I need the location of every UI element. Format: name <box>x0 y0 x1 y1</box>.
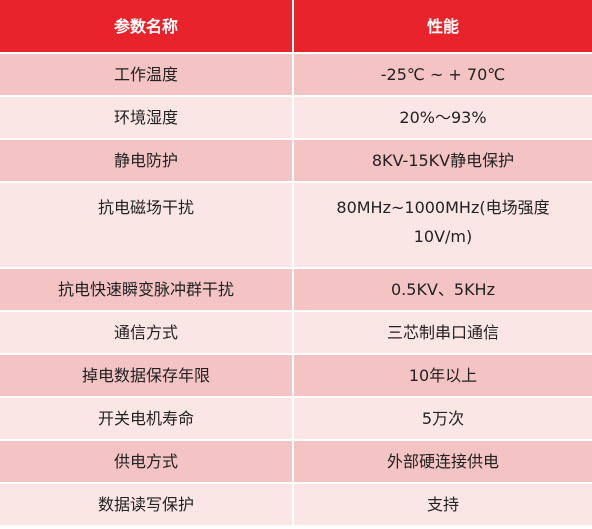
row-value: 支持 <box>426 495 459 514</box>
row-name: 工作温度 <box>0 54 294 95</box>
row-value: 20%～93% <box>399 108 487 127</box>
row-value: 5万次 <box>421 409 465 428</box>
row-value: 80MHz~1000MHz(电场强度10V/m) <box>336 198 550 246</box>
table-row: 抗电快速瞬变脉冲群干扰 0.5KV、5KHz <box>0 269 592 312</box>
table-row: 抗电磁场干扰 80MHz~1000MHz(电场强度10V/m) <box>0 183 592 269</box>
row-value: 0.5KV、5KHz <box>391 280 495 299</box>
table-row: 工作温度 -25℃ ~ + 70℃ <box>0 54 592 97</box>
row-name: 环境湿度 <box>0 97 294 138</box>
header-performance: 性能 <box>426 16 459 36</box>
table-row: 通信方式 三芯制串口通信 <box>0 312 592 355</box>
row-value: 10年以上 <box>408 366 478 385</box>
row-name: 静电防护 <box>0 140 294 181</box>
row-value: -25℃ ~ + 70℃ <box>380 65 506 84</box>
row-name: 抗电快速瞬变脉冲群干扰 <box>0 269 294 310</box>
row-name: 抗电磁场干扰 <box>0 183 294 267</box>
table-row: 供电方式 外部硬连接供电 <box>0 441 592 484</box>
row-name: 数据读写保护 <box>0 484 294 525</box>
row-name: 通信方式 <box>0 312 294 353</box>
table-header: 参数名称 性能 <box>0 0 592 54</box>
table-row: 静电防护 8KV-15KV静电保护 <box>0 140 592 183</box>
table-row: 数据读写保护 支持 <box>0 484 592 527</box>
row-value: 外部硬连接供电 <box>386 452 499 471</box>
table-row: 开关电机寿命 5万次 <box>0 398 592 441</box>
row-name: 开关电机寿命 <box>0 398 294 439</box>
row-value: 8KV-15KV静电保护 <box>371 151 515 170</box>
header-param-name: 参数名称 <box>0 0 294 52</box>
row-value: 三芯制串口通信 <box>386 323 499 342</box>
table-row: 环境湿度 20%～93% <box>0 97 592 140</box>
row-name: 供电方式 <box>0 441 294 482</box>
row-name: 掉电数据保存年限 <box>0 355 294 396</box>
table-row: 掉电数据保存年限 10年以上 <box>0 355 592 398</box>
